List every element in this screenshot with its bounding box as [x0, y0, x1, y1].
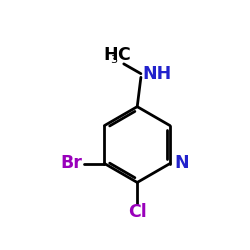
Text: NH: NH [142, 65, 171, 83]
Text: N: N [174, 154, 189, 172]
Text: Cl: Cl [128, 203, 146, 221]
Text: C: C [117, 46, 130, 64]
Text: H: H [103, 46, 118, 64]
Text: 3: 3 [110, 55, 117, 65]
Text: Br: Br [60, 154, 82, 172]
